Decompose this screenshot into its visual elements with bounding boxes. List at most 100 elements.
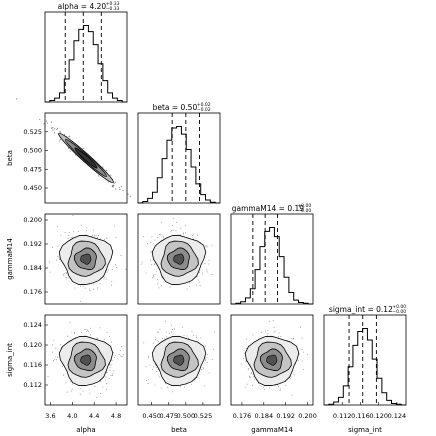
sample-point	[58, 257, 60, 259]
sample-point	[204, 263, 206, 265]
sample-point	[289, 378, 291, 380]
sample-point	[114, 357, 116, 358]
sample-point	[195, 335, 197, 337]
sample-point	[57, 127, 59, 129]
sample-point	[63, 134, 65, 136]
x-axis-label-alpha: alpha	[76, 426, 95, 434]
x-tick-label: 0.200	[298, 412, 317, 420]
sample-point	[121, 356, 123, 357]
sample-point	[111, 185, 113, 187]
sample-point	[122, 190, 124, 192]
sample-point	[300, 326, 302, 328]
sample-point	[113, 185, 115, 187]
sample-point	[60, 234, 62, 236]
sample-point	[157, 283, 159, 285]
sample-point	[263, 386, 264, 388]
sample-point	[80, 300, 81, 302]
sample-point	[115, 355, 117, 357]
contour-core	[173, 354, 185, 366]
sample-point	[119, 189, 121, 191]
sample-point	[89, 290, 91, 291]
sample-point	[151, 236, 153, 238]
sample-point	[197, 234, 199, 236]
sample-point	[197, 279, 199, 281]
sample-point	[92, 234, 94, 236]
sample-point	[203, 385, 205, 387]
sample-point	[105, 278, 107, 280]
sample-point	[79, 393, 81, 395]
histogram-beta	[138, 126, 220, 204]
panel-frame	[230, 213, 314, 305]
sample-point	[55, 359, 57, 361]
sample-point	[65, 272, 67, 274]
sample-point	[68, 135, 70, 137]
sample-point	[159, 328, 161, 330]
sample-point	[292, 338, 294, 340]
sample-point	[55, 356, 57, 358]
panel-alpha-vs-alpha	[44, 11, 128, 103]
panel-frame	[323, 314, 407, 406]
sample-point	[80, 224, 82, 226]
sample-point	[161, 222, 163, 224]
sample-point	[154, 363, 156, 365]
sample-point	[145, 366, 147, 368]
histogram-alpha	[45, 25, 127, 103]
sample-point	[68, 235, 70, 237]
y-tick-label: 0.112	[23, 381, 42, 389]
sample-point	[156, 367, 158, 369]
sample-point	[163, 237, 165, 239]
sample-point	[147, 383, 149, 385]
sample-point	[158, 376, 160, 378]
sample-point	[157, 341, 159, 343]
sample-point	[52, 351, 54, 353]
sample-point	[96, 288, 98, 290]
sample-point	[206, 354, 208, 355]
sample-point	[53, 339, 55, 341]
sample-point	[102, 166, 104, 168]
y-tick-label: 0.200	[23, 216, 42, 224]
sample-point	[291, 394, 293, 396]
sample-point	[64, 231, 66, 233]
sample-point	[194, 379, 196, 381]
sample-point	[295, 363, 297, 365]
sample-point	[110, 174, 112, 176]
sample-point	[161, 338, 163, 340]
panel-frame	[137, 213, 221, 305]
sample-point	[245, 386, 247, 388]
sample-point	[176, 221, 178, 223]
sample-point	[96, 235, 98, 236]
sample-point	[191, 331, 193, 332]
sample-point	[265, 330, 266, 332]
sample-point	[160, 234, 162, 236]
sample-point	[111, 269, 113, 271]
x-tick-label: 0.500	[177, 412, 196, 420]
sample-point	[142, 236, 144, 237]
title-minus-gammaM14: −0.00	[297, 208, 311, 214]
sample-point	[50, 121, 52, 123]
sample-point	[57, 357, 59, 358]
sample-point	[263, 389, 265, 390]
sample-point	[171, 331, 173, 333]
sample-point	[113, 182, 115, 184]
sample-point	[109, 336, 111, 337]
title-minus-sigma_int: −0.00	[392, 309, 406, 315]
sample-point	[252, 373, 254, 375]
sample-point	[252, 385, 254, 386]
title-minus-alpha: −0.33	[106, 6, 120, 12]
sample-point	[192, 335, 194, 337]
sample-point	[46, 120, 48, 122]
sample-point	[278, 332, 280, 334]
sample-point	[82, 285, 84, 287]
x-tick-label: 0.176	[233, 412, 252, 420]
sample-point	[274, 385, 276, 387]
sample-point	[107, 181, 109, 183]
x-tick-label: 0.116	[351, 412, 370, 420]
sample-point	[196, 337, 197, 339]
sample-point	[199, 285, 201, 286]
sample-point	[104, 276, 106, 278]
sample-point	[252, 376, 254, 378]
sample-point	[159, 234, 160, 235]
title-sigma_int: sigma_int = 0.12	[329, 305, 393, 314]
sample-point	[155, 339, 156, 341]
sample-point	[150, 252, 152, 254]
